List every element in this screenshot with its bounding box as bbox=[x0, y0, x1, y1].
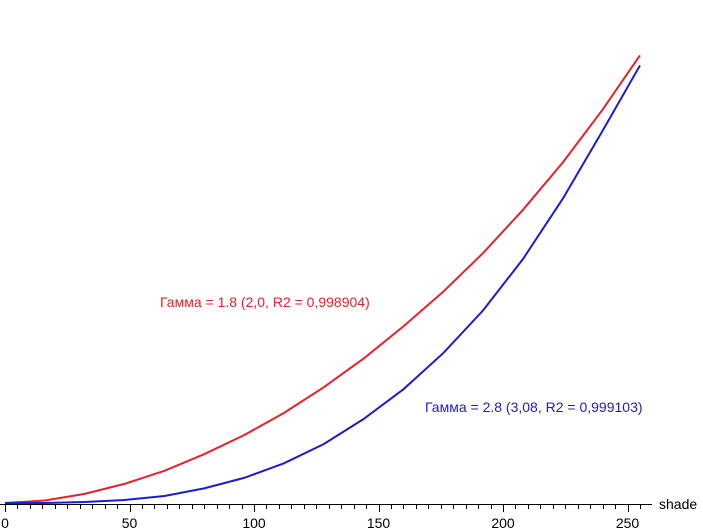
x-tick-label: 250 bbox=[616, 515, 640, 531]
series-labels: Гамма = 1.8 (2,0, R2 = 0,998904) Гамма = … bbox=[160, 294, 643, 415]
x-ticks: 0 50 100 150 200 250 bbox=[1, 505, 641, 531]
x-tick-label: 150 bbox=[367, 515, 391, 531]
series-layer bbox=[4, 54, 641, 504]
x-axis-label: shade bbox=[659, 496, 697, 512]
series-line-2 bbox=[5, 64, 641, 504]
series-label-2: Гамма = 2.8 (3,08, R2 = 0,999103) bbox=[425, 399, 643, 415]
x-tick-label: 50 bbox=[122, 515, 138, 531]
x-tick-label: 200 bbox=[491, 515, 515, 531]
x-tick-label: 100 bbox=[242, 515, 266, 531]
series-label-1: Гамма = 1.8 (2,0, R2 = 0,998904) bbox=[160, 294, 370, 310]
x-tick-label: 0 bbox=[1, 515, 9, 531]
series-line-1 bbox=[4, 54, 641, 504]
